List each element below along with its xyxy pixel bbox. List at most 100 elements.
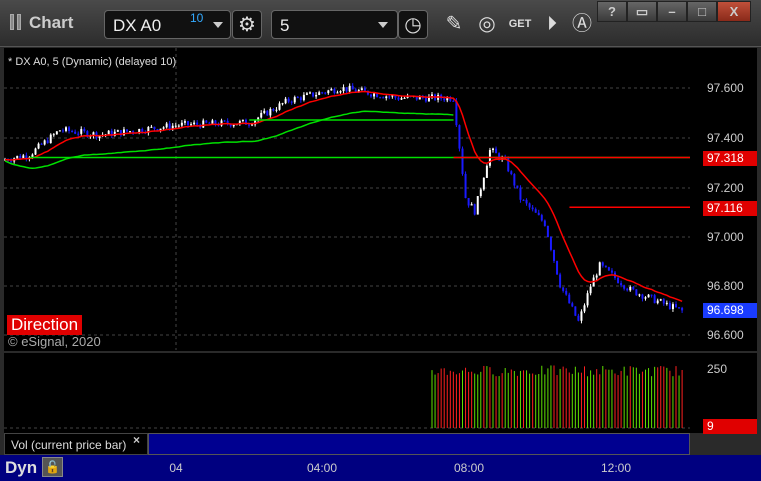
lock-icon[interactable]: 🔓 (42, 457, 63, 477)
candle-body (641, 294, 644, 299)
candle-body (583, 305, 586, 312)
candle-body (251, 124, 254, 126)
candle-body (110, 130, 113, 136)
candle-body (516, 185, 519, 188)
candle-body (159, 128, 162, 131)
candle-body (49, 134, 52, 144)
candle-body (34, 148, 37, 155)
candle-body (129, 131, 132, 133)
candle-body (174, 125, 177, 127)
candle-body (370, 94, 372, 97)
maximize-icon[interactable]: □ (687, 1, 717, 22)
chevron-down-icon[interactable] (378, 22, 388, 28)
price-tick: 97.600 (707, 81, 744, 95)
time-label: 12:00 (600, 461, 632, 475)
candle-body (528, 203, 531, 208)
candle-body (638, 294, 641, 296)
get-icon[interactable]: GET (508, 18, 532, 30)
candle-body (482, 177, 485, 190)
drag-grip-icon[interactable] (17, 14, 21, 30)
drag-grip-icon[interactable] (10, 14, 14, 30)
candle-body (226, 120, 229, 124)
candle-body (80, 129, 83, 134)
minimize-icon[interactable]: – (657, 1, 687, 22)
candle-body (565, 290, 568, 295)
candle-body (400, 98, 403, 100)
candle-body (190, 124, 193, 126)
candle-body (580, 311, 583, 321)
candle-body (473, 204, 476, 215)
candle-body (360, 88, 363, 91)
dynamic-mode-label[interactable]: Dyn (5, 458, 38, 477)
candle-body (92, 132, 95, 136)
candle-body (531, 207, 534, 210)
candle-body (40, 143, 43, 145)
chevron-down-icon[interactable] (213, 22, 223, 28)
candle-body (58, 130, 61, 132)
close-button[interactable]: X (717, 1, 751, 22)
play-icon[interactable]: ⏵ (547, 13, 557, 35)
candle-body (668, 302, 671, 310)
restore-down-icon[interactable]: ▭ (627, 1, 657, 22)
candle-body (302, 94, 305, 101)
candle-body (281, 103, 284, 105)
candle-body (492, 148, 494, 150)
candle-body (568, 294, 571, 304)
close-study-icon[interactable]: × (133, 433, 141, 447)
pencil-icon[interactable]: ✎ (445, 13, 463, 35)
candle-body (278, 103, 281, 110)
candle-body (671, 304, 674, 310)
candle-body (150, 126, 153, 128)
candle-body (196, 122, 199, 125)
candle-body (431, 94, 433, 97)
clock-icon[interactable]: ◷ (398, 10, 428, 39)
candle-body (543, 220, 546, 226)
candle-body (595, 275, 598, 278)
candle-body (208, 122, 211, 124)
candle-body (312, 92, 315, 97)
time-axis[interactable] (0, 455, 761, 481)
title-bar: Chart DX A0 10 ⚙ 5 ◷ ✎ ◎ GET ⏵ Ⓐ ? ▭ – □… (0, 0, 761, 47)
candle-body (68, 127, 71, 132)
settings-gear-icon[interactable]: ⚙ (232, 10, 262, 39)
price-axis[interactable] (690, 48, 757, 433)
candle-body (257, 117, 260, 121)
volume-study-label[interactable]: Vol (current price bar) (4, 433, 148, 455)
candle-body (214, 120, 217, 125)
price-badge-red: 97.318 (703, 151, 757, 166)
alert-icon[interactable]: Ⓐ (572, 13, 592, 35)
candle-body (586, 293, 589, 306)
direction-label: Direction (7, 315, 83, 335)
help-button[interactable]: ? (597, 1, 627, 22)
candle-body (132, 131, 135, 133)
candle-body (113, 131, 116, 136)
candle-body (507, 158, 510, 172)
candle-body (601, 262, 604, 266)
candle-body (675, 304, 677, 308)
candle-body (354, 89, 357, 92)
candle-body (25, 155, 28, 159)
candle-body (168, 123, 171, 129)
candle-body (382, 97, 385, 99)
candle-body (220, 120, 223, 126)
candle-body (232, 124, 235, 127)
candle-body (647, 294, 650, 298)
candle-body (122, 129, 125, 136)
candle-body (309, 92, 311, 94)
candle-body (345, 87, 348, 92)
candle-body (470, 204, 473, 206)
candle-body (650, 294, 653, 296)
candle-body (632, 287, 635, 290)
candle-body (562, 287, 565, 291)
candle-body (153, 126, 156, 130)
time-label: 04 (169, 461, 183, 475)
candle-body (98, 135, 101, 139)
study-icon[interactable]: ◎ (478, 13, 496, 35)
candle-body (598, 262, 601, 276)
candle-body (22, 155, 25, 159)
candle-body (623, 285, 626, 289)
symbol-input[interactable]: DX A0 10 (104, 10, 231, 39)
interval-select[interactable]: 5 (271, 10, 398, 39)
candle-body (177, 125, 180, 127)
candle-body (519, 187, 522, 200)
